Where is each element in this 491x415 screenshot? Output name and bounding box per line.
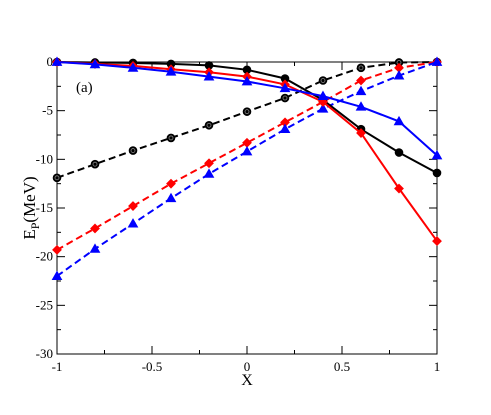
data-point xyxy=(204,120,214,130)
data-point xyxy=(204,158,214,169)
data-point-ring xyxy=(168,135,174,141)
data-point xyxy=(52,173,62,183)
data-point xyxy=(203,71,215,81)
data-point xyxy=(51,270,63,281)
x-axis-label: X xyxy=(241,372,253,389)
data-point xyxy=(317,103,329,113)
y-tick-label: -20 xyxy=(36,249,53,264)
series-3 xyxy=(51,56,443,160)
y-tick-label: 0 xyxy=(47,54,54,69)
data-point xyxy=(432,168,442,178)
data-point xyxy=(394,148,404,157)
data-point-ring xyxy=(206,122,212,128)
data-point xyxy=(128,146,138,155)
data-point xyxy=(242,137,252,148)
data-point xyxy=(90,223,100,234)
data-point xyxy=(355,101,367,111)
data-point xyxy=(432,236,442,247)
data-point xyxy=(356,63,366,73)
series-5 xyxy=(52,57,442,255)
series-line xyxy=(56,61,438,251)
data-point-ring xyxy=(358,65,364,71)
x-tick-label: 0.5 xyxy=(334,359,350,374)
data-point xyxy=(318,76,328,85)
data-point-ring xyxy=(244,109,250,115)
y-tick-label: -30 xyxy=(36,346,53,361)
y-tick-label: -25 xyxy=(36,297,53,312)
data-point xyxy=(431,149,443,160)
y-axis-label-sub: P xyxy=(28,222,42,229)
data-point xyxy=(128,201,138,211)
data-point xyxy=(242,107,252,116)
data-point-ring xyxy=(320,78,326,83)
x-tick-label: 0 xyxy=(244,359,251,374)
data-point xyxy=(166,178,176,189)
data-point-ring xyxy=(282,95,288,101)
data-point xyxy=(318,96,328,107)
series-6 xyxy=(51,56,443,281)
x-tick-label: -1 xyxy=(52,359,63,374)
data-point xyxy=(393,115,405,126)
data-point xyxy=(356,128,366,138)
data-point xyxy=(241,75,253,86)
data-point xyxy=(356,75,366,86)
series-line xyxy=(56,61,438,277)
data-point xyxy=(393,70,405,80)
data-point xyxy=(279,123,291,134)
y-axis-label: EP(MeV) xyxy=(20,176,42,239)
x-tick-label: 1 xyxy=(434,359,441,374)
plot-frame xyxy=(56,61,438,355)
data-point xyxy=(90,159,100,169)
y-tick-label: -15 xyxy=(36,200,53,215)
series-layer xyxy=(51,56,443,281)
data-point xyxy=(165,192,177,203)
svg-text:EP(MeV): EP(MeV) xyxy=(20,176,42,239)
panel-label: (a) xyxy=(76,80,93,96)
data-point xyxy=(317,90,329,100)
data-point xyxy=(165,66,177,76)
data-point xyxy=(431,56,443,66)
y-tick-label: -5 xyxy=(42,103,53,118)
data-point xyxy=(203,168,215,178)
x-tick-label: -0.5 xyxy=(142,359,163,374)
data-point xyxy=(280,93,290,103)
data-point xyxy=(127,62,139,72)
data-point xyxy=(89,243,101,253)
data-point xyxy=(355,85,367,96)
data-point-ring xyxy=(54,175,60,181)
data-point xyxy=(394,183,404,194)
y-axis-label-unit: (MeV) xyxy=(20,176,39,222)
data-point xyxy=(166,133,176,143)
data-point xyxy=(241,146,253,156)
data-point xyxy=(127,218,139,228)
data-point-ring xyxy=(92,161,98,167)
y-tick-label: -10 xyxy=(36,151,53,166)
data-point-ring xyxy=(130,148,136,153)
data-point xyxy=(279,82,291,93)
data-point xyxy=(89,58,101,69)
axis-ticks: -1 -0.5 0 0.5 1 0 -5 -10 -15 -20 -25 -30 xyxy=(36,54,441,374)
y-axis-label-main: E xyxy=(20,229,39,239)
data-point xyxy=(52,244,62,255)
data-point xyxy=(51,56,63,66)
